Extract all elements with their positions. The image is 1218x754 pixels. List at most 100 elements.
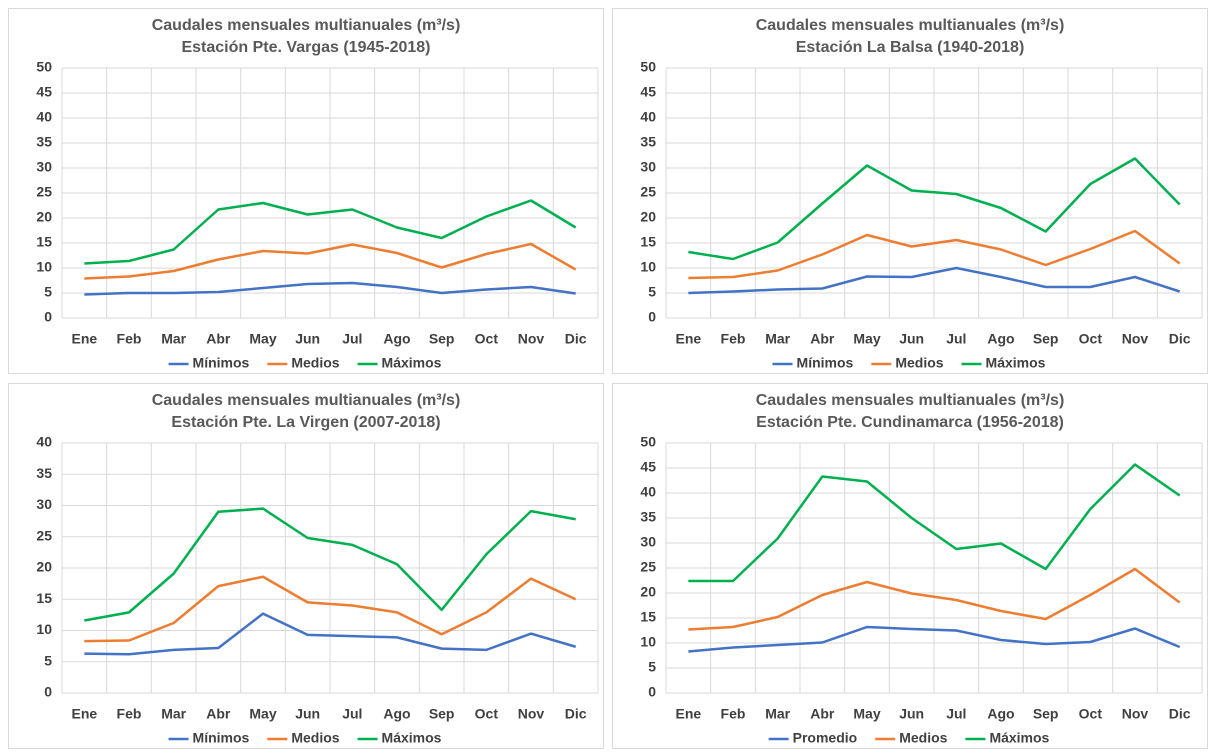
x-tick-label: Nov — [518, 331, 545, 347]
series-line — [84, 575, 577, 643]
y-tick-label: 30 — [36, 159, 52, 175]
x-tick-label: Abr — [810, 706, 835, 722]
y-tick-label: 45 — [640, 459, 656, 475]
x-tick-label: Feb — [117, 331, 142, 347]
x-tick-label: Sep — [1033, 706, 1059, 722]
legend-label: Máximos — [986, 355, 1046, 371]
legend-label: Máximos — [382, 730, 442, 746]
y-tick-label: 15 — [640, 234, 656, 250]
y-tick-label: 10 — [36, 621, 52, 637]
legend-label: Medios — [899, 730, 947, 746]
chart-panel: Caudales mensuales multianuales (m³/s) Es… — [612, 383, 1208, 749]
chart-subtitle: Estación Pte. Cundinamarca (1956-2018) — [756, 414, 1064, 431]
series-line — [688, 157, 1181, 261]
x-tick-label: Oct — [1079, 706, 1103, 722]
panel-border — [612, 383, 1208, 749]
y-tick-label: 15 — [36, 590, 52, 606]
y-tick-label: 0 — [44, 309, 52, 325]
y-tick-label: 20 — [36, 559, 52, 575]
y-tick-label: 25 — [640, 184, 656, 200]
chart-title: Caudales mensuales multianuales (m³/s) — [152, 392, 461, 409]
x-tick-label: May — [249, 706, 276, 722]
x-tick-label: Oct — [475, 331, 499, 347]
x-tick-label: May — [853, 331, 880, 347]
chart-panel: Caudales mensuales multianuales (m³/s) Es… — [612, 8, 1208, 374]
y-tick-label: 30 — [640, 534, 656, 550]
y-tick-label: 40 — [640, 109, 656, 125]
y-tick-label: 20 — [640, 584, 656, 600]
x-tick-label: Dic — [1169, 706, 1191, 722]
y-tick-label: 20 — [36, 209, 52, 225]
x-tick-label: Oct — [1079, 331, 1103, 347]
series-line — [688, 463, 1181, 583]
x-tick-label: Nov — [1122, 331, 1149, 347]
y-tick-label: 5 — [44, 284, 52, 300]
legend-label: Medios — [895, 355, 943, 371]
x-tick-label: Ene — [675, 331, 701, 347]
y-tick-label: 25 — [36, 527, 52, 543]
legend-label: Mínimos — [797, 355, 854, 371]
x-tick-label: Ago — [987, 331, 1014, 347]
y-tick-label: 45 — [36, 84, 52, 100]
chart-panel: Caudales mensuales multianuales (m³/s) Es… — [8, 8, 604, 374]
x-tick-label: Feb — [721, 706, 746, 722]
y-tick-label: 15 — [640, 609, 656, 625]
x-tick-label: Mar — [765, 331, 790, 347]
series-line — [84, 199, 577, 265]
x-tick-label: Mar — [765, 706, 790, 722]
x-tick-label: May — [853, 706, 880, 722]
x-tick-label: Dic — [565, 706, 587, 722]
x-tick-label: Nov — [518, 706, 545, 722]
legend-label: Medios — [291, 730, 339, 746]
series-line — [84, 612, 577, 656]
chart-subtitle: Estación La Balsa (1940-2018) — [796, 39, 1025, 56]
x-tick-label: Dic — [565, 331, 587, 347]
y-tick-label: 5 — [44, 652, 52, 668]
series-line — [688, 229, 1181, 280]
x-tick-label: Mar — [161, 331, 186, 347]
chart-subtitle: Estación Pte. Vargas (1945-2018) — [181, 39, 430, 56]
chart-title: Caudales mensuales multianuales (m³/s) — [152, 17, 461, 34]
series-line — [688, 625, 1181, 653]
legend-label: Medios — [291, 355, 339, 371]
y-tick-label: 35 — [640, 509, 656, 525]
y-tick-label: 15 — [36, 234, 52, 250]
x-tick-label: Ene — [71, 331, 97, 347]
x-tick-label: Jul — [342, 331, 362, 347]
legend-label: Mínimos — [193, 355, 250, 371]
y-tick-label: 35 — [640, 134, 656, 150]
x-tick-label: Ago — [383, 706, 410, 722]
x-tick-label: Feb — [721, 331, 746, 347]
x-tick-label: Jul — [946, 331, 966, 347]
series-line — [84, 242, 577, 280]
y-tick-label: 5 — [648, 659, 656, 675]
x-tick-label: Sep — [429, 706, 455, 722]
chart-title: Caudales mensuales multianuales (m³/s) — [756, 392, 1065, 409]
x-tick-label: Feb — [117, 706, 142, 722]
y-tick-label: 35 — [36, 465, 52, 481]
y-tick-label: 10 — [640, 634, 656, 650]
y-tick-label: 10 — [36, 259, 52, 275]
series-line — [688, 567, 1181, 631]
chart-subtitle: Estación Pte. La Virgen (2007-2018) — [171, 414, 440, 431]
x-tick-label: Jun — [899, 706, 924, 722]
y-tick-label: 25 — [36, 184, 52, 200]
x-tick-label: Sep — [429, 331, 455, 347]
x-tick-label: Ago — [987, 706, 1014, 722]
panel-border — [8, 8, 604, 374]
panel-border — [612, 8, 1208, 374]
legend-label: Mínimos — [193, 730, 250, 746]
x-tick-label: Jul — [342, 706, 362, 722]
y-tick-label: 0 — [648, 309, 656, 325]
y-tick-label: 40 — [640, 484, 656, 500]
legend-label: Máximos — [989, 730, 1049, 746]
x-tick-label: Abr — [206, 706, 231, 722]
series-line — [84, 281, 576, 296]
x-tick-label: Jul — [946, 706, 966, 722]
y-tick-label: 30 — [640, 159, 656, 175]
y-tick-label: 50 — [640, 434, 656, 450]
x-tick-label: Ago — [383, 331, 410, 347]
x-tick-label: Abr — [206, 331, 231, 347]
y-tick-label: 40 — [36, 434, 52, 450]
